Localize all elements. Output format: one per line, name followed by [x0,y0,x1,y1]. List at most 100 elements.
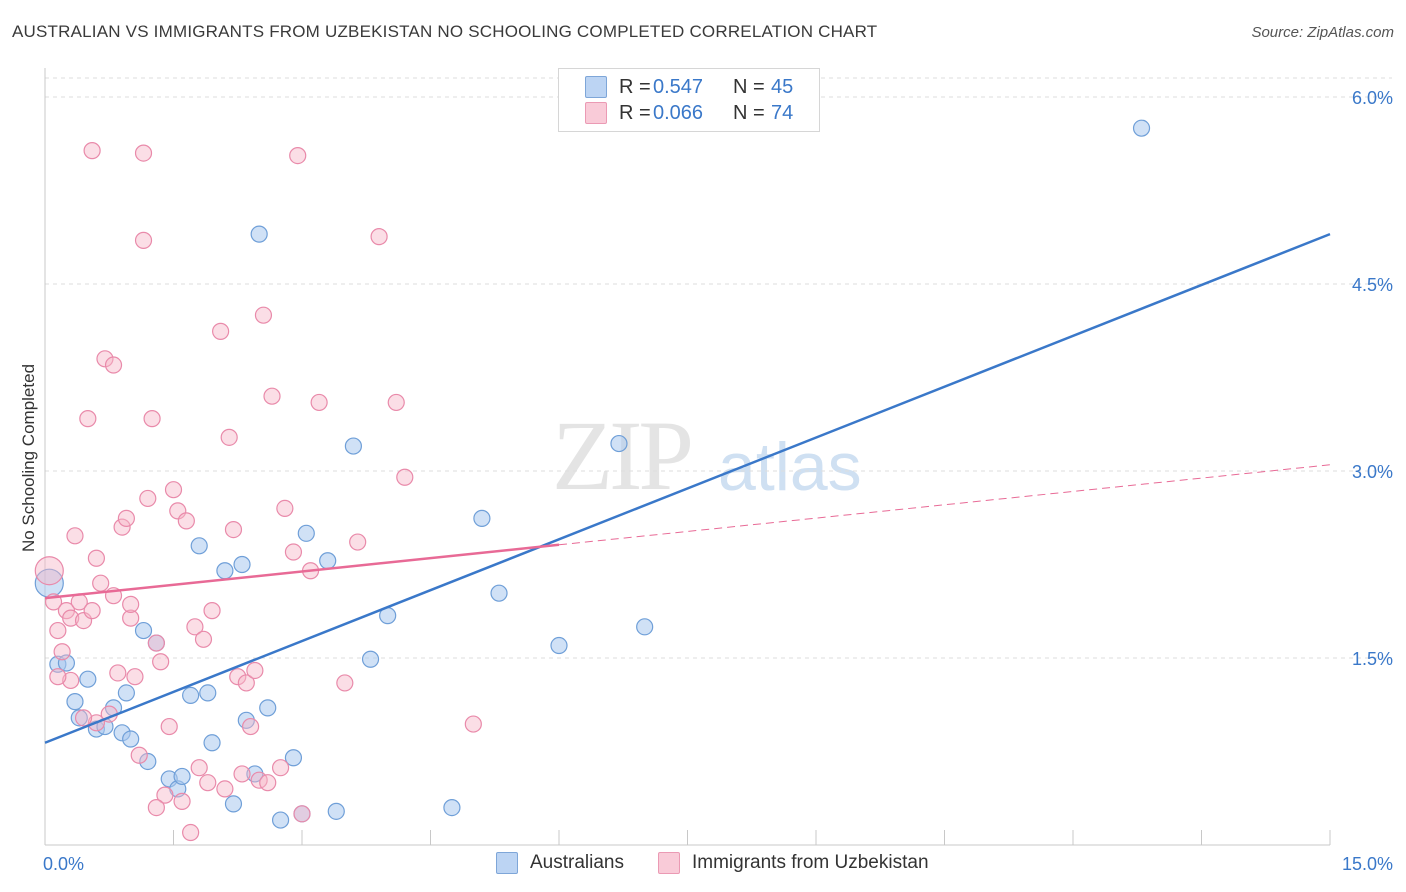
uzbekistan-point [134,144,153,162]
uzbekistan-point [96,350,114,368]
uzbekistan-point [156,786,174,804]
uzbekistan-point [147,634,165,652]
uzbekistan-point [139,489,157,508]
australian-point [122,730,140,748]
x-tick-label: 0.0% [43,854,84,874]
australian-point [182,686,200,705]
australian-point [344,437,362,455]
uzbekistan-point [74,709,93,727]
uzbekistan-point [126,668,144,686]
uzbekistan-point [237,674,255,692]
uzbekistan-point [87,549,106,567]
uzbekistan-point [130,746,148,764]
australian-point [70,709,88,727]
series-legend-label: Immigrants from Uzbekistan [692,852,929,873]
series-legend-label: Australians [530,852,624,873]
australian-point [233,555,251,574]
series-legend-uzbekistan: Immigrants from Uzbekistan [658,852,929,874]
series-legend-australians: Australians [496,852,624,874]
uzbekistan-point [220,428,238,446]
uzbekistan-point [349,533,367,551]
australian-point [473,509,491,527]
uzbekistan-point [62,609,80,627]
uzbekistan-point [182,823,200,842]
australian-point [173,767,191,786]
australian-point [190,537,208,555]
australian-point [57,654,76,672]
uzbekistan-point [186,618,204,636]
legend-n-label: N = [733,75,765,98]
australian-point [259,699,277,717]
uzbekistan-point [276,499,294,517]
uzbekistan-point [284,543,303,561]
australian-point [284,749,303,767]
uzbekistan-point [164,481,183,499]
uzbekistan-point [83,602,101,620]
australian-point [319,552,337,570]
uzbekistan-point [271,759,290,777]
uzbekistan-point [173,792,191,810]
uzbekistan-point [83,142,101,160]
australian-point [139,752,157,771]
uzbekistan-point [109,664,127,682]
watermark-zip: ZIP [552,400,694,511]
australians-swatch [496,852,518,874]
uzbekistan-point [113,518,131,536]
uzbekistan-point [212,322,230,340]
uzbekistan-point [263,387,281,405]
y-tick-label: 1.5% [1352,649,1393,669]
uzbekistan-trend-line [44,543,560,600]
uzbekistan-point [203,602,221,620]
uzbekistan-point [233,765,251,783]
australian-point [443,798,461,817]
uzbekistan-swatch [658,852,680,874]
uzbekistan-swatch [585,102,607,124]
legend-r-value: 0.547 [653,75,704,98]
uzbekistan-point [122,595,140,613]
uzbekistan-point [49,621,67,640]
uzbekistan-point [134,231,153,249]
uzbekistan-point [246,661,264,680]
australian-point [610,434,628,453]
uzbekistan-point [79,410,97,428]
uzbekistan-point [293,805,311,823]
uzbekistan-point [53,643,71,661]
australian-point [271,811,290,829]
australian-point [1132,119,1151,137]
uzbekistan-point [216,780,234,798]
uzbekistan-point [387,393,405,412]
legend-r-value: 0.066 [653,101,704,124]
australians-trend-line [44,232,1331,744]
australian-point [203,734,221,752]
australian-point [199,684,217,702]
uzbekistan-point [259,774,277,792]
australian-point [117,684,135,702]
uzbekistan-point [289,146,307,165]
uzbekistan-point [396,468,414,486]
australian-point [134,621,153,640]
uzbekistan-point [143,410,161,428]
source-credit: Source: ZipAtlas.com [1251,24,1394,41]
series-legend: Australians Immigrants from Uzbekistan [496,852,963,874]
y-tick-label: 3.0% [1352,462,1393,482]
uzbekistan-point [92,574,110,592]
uzbekistan-point [66,527,84,545]
australian-point [361,650,380,668]
uzbekistan-point [199,774,217,792]
australian-point [79,670,97,688]
australian-point [297,524,315,542]
correlation-legend: R = 0.547 N = 45 R = 0.066 N = 74 [558,68,820,132]
uzbekistan-point [336,674,354,692]
legend-r-label: R = [619,101,651,124]
uzbekistan-point [224,520,243,539]
x-tick-label: 15.0% [1342,854,1393,874]
uzbekistan-point [310,393,328,412]
y-tick-label: 6.0% [1352,88,1393,108]
uzbekistan-point [152,653,170,671]
uzbekistan-point [229,668,247,686]
legend-n-value: 45 [771,75,794,98]
uzbekistan-point [370,228,388,246]
uzbekistan-point [34,556,64,586]
uzbekistan-point [49,668,67,686]
